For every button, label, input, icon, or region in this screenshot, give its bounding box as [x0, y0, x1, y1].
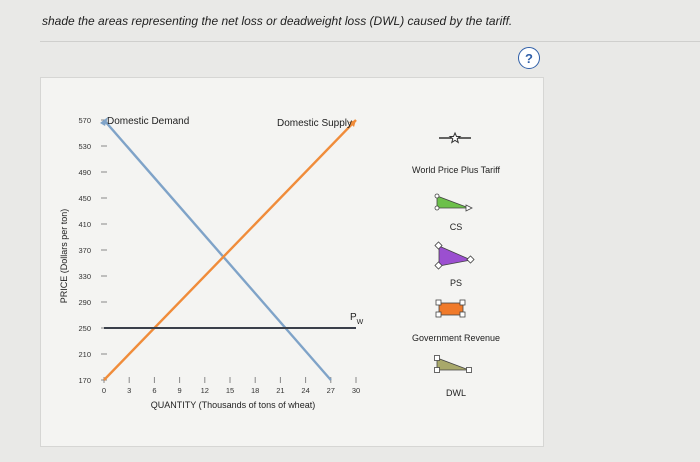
- x-tick-label: 27: [327, 386, 335, 395]
- y-tick-label: 370: [78, 246, 91, 255]
- y-tick-label: 410: [78, 220, 91, 229]
- x-tick-label: 30: [352, 386, 360, 395]
- chart[interactable]: 570 530 490 450 410 370 330 290 250 210 170 0 3 6 9 12 1…: [41, 78, 545, 448]
- legend-dwl-label: DWL: [446, 388, 466, 398]
- legend-gov-revenue-label: Government Revenue: [411, 333, 501, 343]
- pw-label-main: P: [350, 312, 357, 323]
- x-tick-label: 6: [152, 386, 156, 395]
- y-tick-label: 250: [78, 324, 91, 333]
- legend-cs-label: CS: [449, 222, 463, 232]
- x-tick-label: 3: [127, 386, 131, 395]
- supply-arrowhead: [349, 120, 356, 127]
- x-axis-label: QUANTITY (Thousands of tons of wheat): [151, 400, 315, 410]
- y-tick-label: 210: [78, 350, 91, 359]
- y-tick-label: 170: [78, 376, 91, 385]
- y-axis-label: PRICE (Dollars per ton): [59, 209, 69, 304]
- y-tick-label: 330: [78, 272, 91, 281]
- y-tick-label: 490: [78, 168, 91, 177]
- instruction-text: shade the areas representing the net los…: [42, 14, 513, 28]
- ps-tool[interactable]: [434, 241, 475, 270]
- demand-label: Domestic Demand: [107, 116, 189, 127]
- y-tick-label: 530: [78, 142, 91, 151]
- x-tick-label: 12: [201, 386, 209, 395]
- divider: [40, 41, 700, 42]
- x-tick-label: 15: [226, 386, 234, 395]
- pw-label: PW: [350, 312, 364, 326]
- dwl-tool[interactable]: [434, 355, 472, 373]
- star-icon: [448, 131, 462, 144]
- y-tick-label: 450: [78, 194, 91, 203]
- legend-ps-label: PS: [449, 278, 462, 288]
- y-tick-label: 290: [78, 298, 91, 307]
- pw-label-sub: W: [357, 319, 364, 326]
- supply-curve: [103, 119, 357, 381]
- x-tick-label: 0: [102, 386, 106, 395]
- y-tick-label: 570: [78, 116, 91, 125]
- gov-revenue-tool[interactable]: [435, 299, 466, 318]
- graph-panel: 570 530 490 450 410 370 330 290 250 210 170 0 3 6 9 12 1…: [40, 77, 544, 447]
- supply-label: Domestic Supply: [277, 118, 352, 129]
- x-tick-label: 18: [251, 386, 259, 395]
- demand-curve: [103, 119, 332, 381]
- x-tick-label: 21: [276, 386, 284, 395]
- world-price-tariff-tool[interactable]: [439, 131, 471, 144]
- legend-world-price-tariff-label: World Price Plus Tariff: [411, 165, 501, 175]
- demand-arrowhead: [100, 117, 108, 126]
- x-tick-label: 9: [178, 386, 182, 395]
- cs-tool[interactable]: [434, 193, 473, 212]
- x-tick-label: 24: [301, 386, 309, 395]
- help-button[interactable]: ?: [518, 47, 540, 69]
